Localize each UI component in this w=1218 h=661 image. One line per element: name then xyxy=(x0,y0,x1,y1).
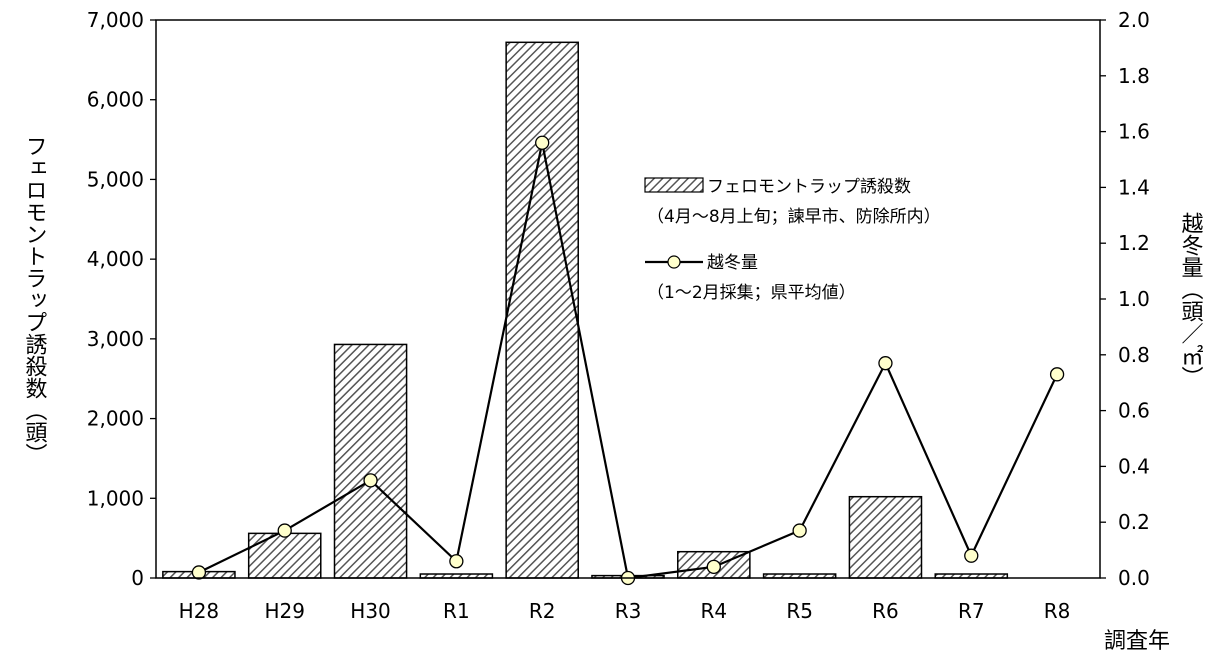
x-tick-label: H28 xyxy=(179,599,220,623)
x-tick-label: H30 xyxy=(350,599,391,623)
bar-H30 xyxy=(333,343,408,579)
y-tick-label: 4,000 xyxy=(87,247,144,271)
x-tick-label: R5 xyxy=(786,599,813,623)
y2-tick-label: 1.0 xyxy=(1118,287,1150,311)
x-tick-label: R2 xyxy=(529,599,556,623)
y2-tick-label: 0.6 xyxy=(1118,399,1150,423)
point-R4 xyxy=(706,559,721,574)
y-tick-label: 7,000 xyxy=(87,8,144,32)
x-tick-label: R3 xyxy=(615,599,642,623)
legend-bar-swatch xyxy=(644,177,704,193)
bar-R6 xyxy=(848,495,923,579)
x-tick-label: R8 xyxy=(1044,599,1071,623)
y-axis-title: フェロモントラップ誘殺数（頭） xyxy=(22,135,48,465)
y-tick-label: 3,000 xyxy=(87,327,144,351)
y2-tick-label: 1.4 xyxy=(1118,175,1150,199)
legend-bar-note: （4月～8月上旬；諫早市、防除所内） xyxy=(647,207,941,227)
plot-frame xyxy=(155,19,1101,579)
y2-tick-label: 1.8 xyxy=(1118,64,1150,88)
point-R8 xyxy=(1049,367,1065,382)
x-tick-label: R6 xyxy=(872,599,899,623)
point-H29 xyxy=(277,523,292,538)
y2-tick-label: 0.4 xyxy=(1118,454,1150,478)
y-tick-label: 1,000 xyxy=(87,486,144,510)
y2-tick-label: 2.0 xyxy=(1118,8,1150,32)
x-tick-label: R1 xyxy=(443,599,470,623)
point-R1 xyxy=(449,554,464,569)
y2-axis-title: 越冬量（頭／㎡） xyxy=(1178,212,1204,388)
point-H30 xyxy=(363,473,378,488)
x-tick-label: H29 xyxy=(264,599,305,623)
legend-bar-label: フェロモントラップ誘殺数 xyxy=(707,177,911,197)
y-tick-label: 5,000 xyxy=(87,167,144,191)
x-tick-label: R7 xyxy=(958,599,985,623)
y2-tick-label: 1.6 xyxy=(1118,120,1150,144)
x-tick-label: R4 xyxy=(701,599,728,623)
x-axis-title: 調査年 xyxy=(1104,629,1170,654)
point-R5 xyxy=(792,523,807,538)
legend-line-note: （1～2月採集；県平均値） xyxy=(647,283,856,303)
legend: フェロモントラップ誘殺数 （4月～8月上旬；諫早市、防除所内） 越冬量 （1～2月採集… xyxy=(644,177,941,303)
point-H28 xyxy=(191,565,207,580)
point-R2 xyxy=(535,135,550,150)
point-R6 xyxy=(878,356,893,371)
y2-tick-label: 0.2 xyxy=(1118,510,1150,534)
legend-line-label: 越冬量 xyxy=(707,253,758,273)
bar-R2 xyxy=(505,41,579,579)
y2-tick-label: 0.0 xyxy=(1118,566,1150,590)
bar-H29 xyxy=(247,532,322,579)
y2-tick-label: 0.8 xyxy=(1118,343,1150,367)
legend-line-marker xyxy=(667,255,681,269)
y-tick-label: 0 xyxy=(131,566,144,590)
y2-tick-label: 1.2 xyxy=(1118,231,1150,255)
y-tick-label: 2,000 xyxy=(87,407,144,431)
y-tick-label: 6,000 xyxy=(87,88,144,112)
point-R7 xyxy=(964,548,979,563)
